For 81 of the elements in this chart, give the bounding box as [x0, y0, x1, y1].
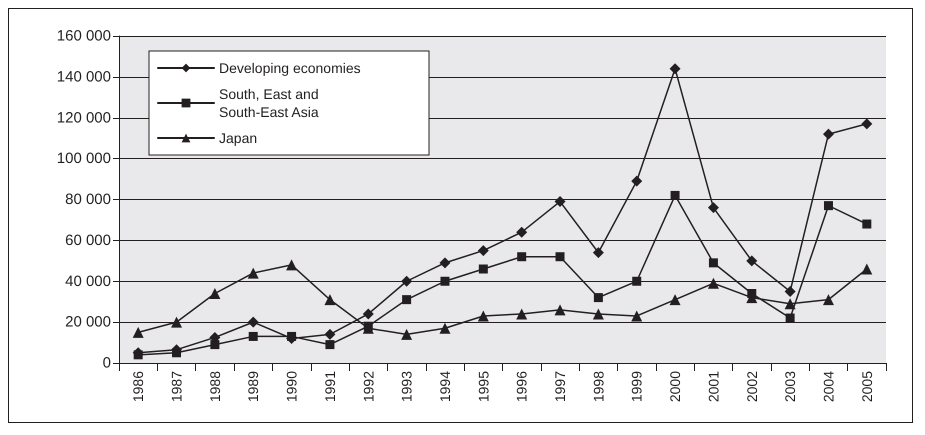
point — [171, 316, 182, 328]
point — [286, 259, 298, 270]
point — [822, 128, 834, 140]
x-tick-label: 2004 — [820, 370, 836, 402]
point — [861, 263, 872, 274]
y-tick-label: 140 000 — [56, 68, 111, 86]
point — [746, 255, 758, 266]
legend-label: South, East and South-East Asia — [219, 86, 323, 120]
point — [708, 278, 719, 289]
point — [401, 328, 412, 340]
x-tick-label: 1998 — [590, 370, 606, 402]
point — [401, 276, 412, 287]
point — [364, 322, 373, 331]
x-tick-label: 1992 — [360, 370, 376, 402]
point — [631, 310, 642, 322]
point — [517, 252, 526, 262]
point — [440, 276, 450, 286]
x-tick-label: 2000 — [667, 370, 684, 402]
point — [248, 332, 258, 341]
x-tick-label: 1990 — [284, 370, 300, 402]
x-tick-label: 2003 — [782, 370, 798, 402]
x-tick-label: 2001 — [705, 370, 722, 402]
point — [594, 293, 603, 302]
point — [708, 258, 718, 268]
point — [670, 63, 681, 74]
point — [554, 304, 566, 316]
point — [824, 201, 833, 210]
point — [478, 245, 489, 256]
point — [248, 268, 259, 279]
point — [362, 308, 374, 320]
point — [862, 220, 872, 229]
point — [324, 328, 336, 340]
y-tick-label: 60 000 — [65, 232, 111, 249]
x-tick-label: 2002 — [744, 370, 760, 402]
point — [556, 252, 565, 262]
x-tick-label: 1999 — [628, 370, 645, 402]
x-tick-label: 1997 — [552, 370, 568, 402]
point — [670, 190, 680, 200]
point — [324, 294, 336, 306]
x-tick-label: 2005 — [858, 370, 875, 402]
x-tick-label: 1988 — [206, 370, 223, 402]
point — [478, 264, 488, 274]
point — [554, 196, 566, 208]
x-tick-label: 1995 — [475, 370, 492, 402]
x-tick-label: 1991 — [322, 370, 338, 402]
y-tick-label: 120 000 — [56, 109, 111, 126]
legend-label: Developing economies — [219, 60, 361, 76]
point — [861, 118, 872, 130]
point — [708, 202, 719, 214]
point — [747, 289, 756, 298]
point — [325, 340, 334, 350]
point — [439, 257, 450, 268]
y-tick-label: 80 000 — [65, 191, 111, 208]
point — [516, 308, 528, 320]
point — [786, 314, 795, 323]
x-tick-label: 1993 — [398, 370, 415, 402]
y-tick-label: 20 000 — [65, 314, 111, 331]
x-tick-label: 1986 — [130, 370, 146, 402]
point — [784, 286, 796, 297]
point — [439, 322, 450, 334]
point — [592, 308, 604, 320]
point — [248, 316, 259, 328]
point — [632, 276, 642, 286]
y-tick-label: 100 000 — [56, 150, 111, 168]
x-tick-label: 1994 — [436, 370, 453, 402]
point — [132, 326, 144, 338]
point — [670, 294, 681, 306]
point — [209, 288, 220, 300]
x-tick-label: 1987 — [168, 370, 185, 402]
y-tick-label: 160 000 — [56, 28, 111, 44]
x-tick-label: 1996 — [514, 370, 530, 402]
x-tick-label: 1989 — [245, 370, 262, 402]
point — [402, 295, 412, 304]
point — [592, 247, 604, 258]
y-tick-label: 0 — [102, 354, 111, 372]
point — [516, 226, 528, 238]
y-tick-label: 40 000 — [65, 272, 111, 290]
point — [478, 310, 489, 322]
point — [631, 176, 642, 187]
legend-label: Japan — [219, 130, 258, 146]
point — [822, 294, 834, 306]
